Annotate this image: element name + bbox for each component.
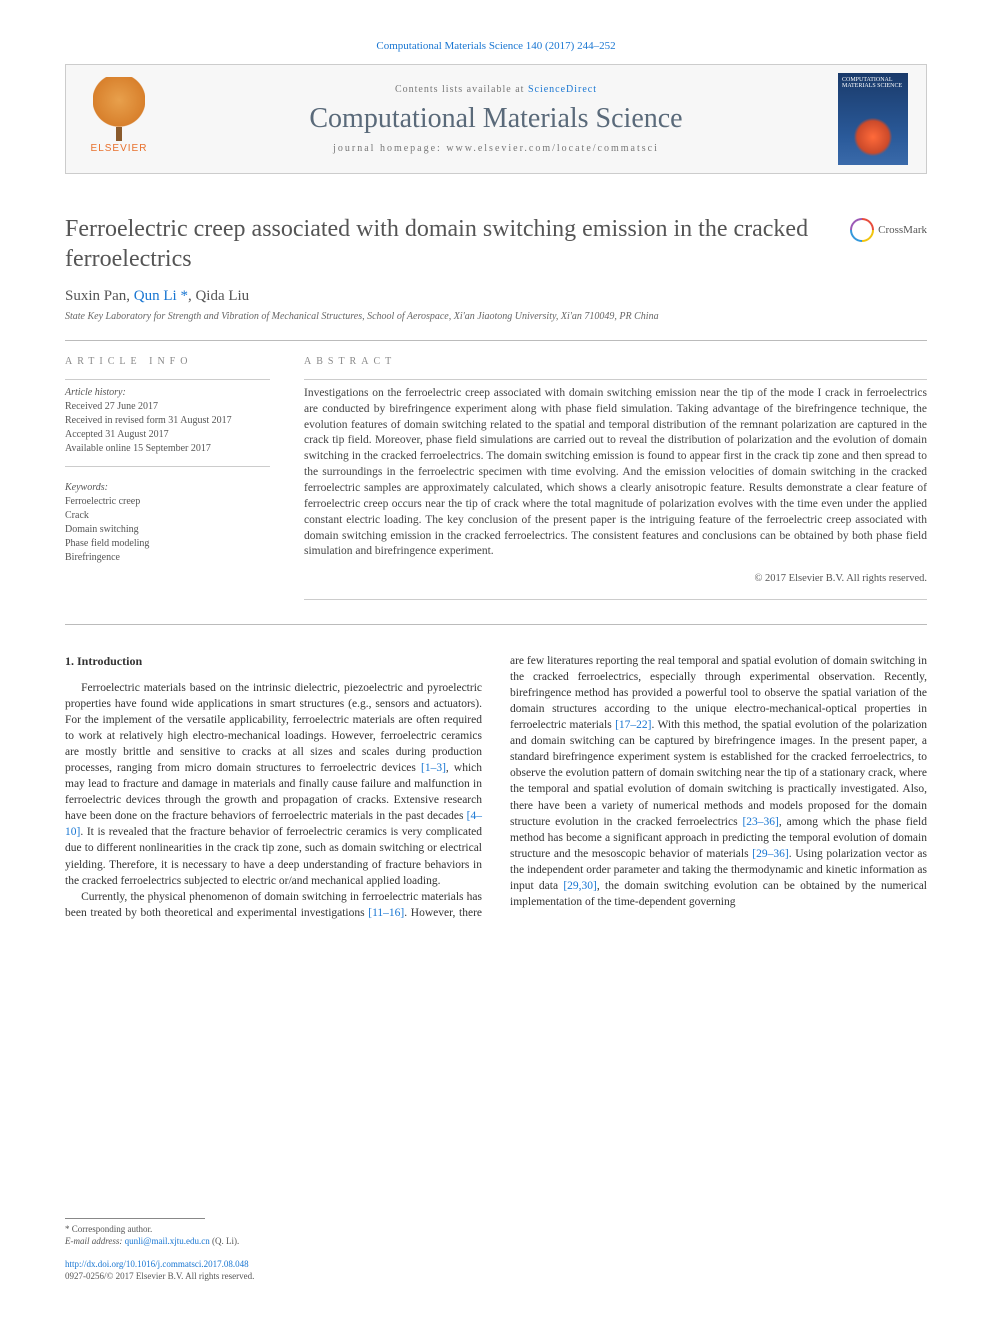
paragraph-1: Ferroelectric materials based on the int… — [65, 680, 482, 889]
email-line: E-mail address: qunli@mail.xjtu.edu.cn (… — [65, 1235, 254, 1248]
affiliation: State Key Laboratory for Strength and Vi… — [65, 311, 927, 322]
keyword: Ferroelectric creep — [65, 495, 270, 509]
running-head: Computational Materials Science 140 (201… — [0, 0, 992, 52]
article-title: Ferroelectric creep associated with doma… — [65, 214, 830, 274]
footer-rule — [65, 1218, 205, 1219]
availability-line: Contents lists available at ScienceDirec… — [154, 84, 838, 95]
abs-rule-2 — [304, 599, 927, 600]
doi-link[interactable]: http://dx.doi.org/10.1016/j.commatsci.20… — [65, 1259, 249, 1269]
keyword: Birefringence — [65, 551, 270, 565]
doi-line: http://dx.doi.org/10.1016/j.commatsci.20… — [65, 1258, 254, 1271]
cover-text: COMPUTATIONAL MATERIALS SCIENCE — [842, 77, 902, 89]
sciencedirect-link[interactable]: ScienceDirect — [528, 84, 597, 95]
ref-link[interactable]: [17–22] — [615, 719, 651, 731]
author-2-link[interactable]: Qun Li — [134, 288, 177, 304]
date-received: Received 27 June 2017 — [65, 400, 270, 414]
info-rule — [65, 379, 270, 380]
abstract-heading: ABSTRACT — [304, 355, 927, 369]
journal-cover-thumb: COMPUTATIONAL MATERIALS SCIENCE — [838, 73, 908, 165]
date-accepted: Accepted 31 August 2017 — [65, 428, 270, 442]
homepage-url: www.elsevier.com/locate/commatsci — [446, 143, 659, 154]
journal-name: Computational Materials Science — [154, 103, 838, 135]
citation-link[interactable]: Computational Materials Science 140 (201… — [376, 40, 615, 52]
keyword: Domain switching — [65, 523, 270, 537]
crossmark-icon — [850, 218, 874, 242]
p1c: . It is revealed that the fracture behav… — [65, 826, 482, 886]
abstract-text: Investigations on the ferroelectric cree… — [304, 386, 927, 560]
article-info-heading: ARTICLE INFO — [65, 355, 270, 369]
corresponding-star[interactable]: * — [177, 288, 188, 304]
journal-center: Contents lists available at ScienceDirec… — [154, 84, 838, 154]
section-heading: 1. Introduction — [65, 653, 482, 670]
crossmark-badge[interactable]: CrossMark — [850, 218, 927, 242]
avail-prefix: Contents lists available at — [395, 84, 528, 95]
p2c: . With this method, the spatial evolutio… — [510, 719, 927, 828]
info-rule-2 — [65, 466, 270, 467]
ref-link[interactable]: [11–16] — [368, 907, 404, 919]
rule-top — [65, 340, 927, 341]
keywords-heading: Keywords: — [65, 481, 270, 495]
abstract-copyright: © 2017 Elsevier B.V. All rights reserved… — [304, 572, 927, 586]
journal-masthead: ELSEVIER Contents lists available at Sci… — [65, 64, 927, 174]
ref-link[interactable]: [23–36] — [742, 816, 778, 828]
author-1: Suxin Pan, — [65, 288, 134, 304]
issn-line: 0927-0256/© 2017 Elsevier B.V. All right… — [65, 1270, 254, 1283]
publisher-logo: ELSEVIER — [84, 77, 154, 162]
ref-link[interactable]: [29,30] — [563, 880, 597, 892]
elsevier-tree-icon — [93, 77, 145, 135]
article-info: ARTICLE INFO Article history: Received 2… — [65, 355, 270, 600]
ref-link[interactable]: [1–3] — [421, 762, 446, 774]
info-abstract-row: ARTICLE INFO Article history: Received 2… — [65, 355, 927, 600]
email-who: (Q. Li). — [210, 1236, 240, 1246]
date-revised: Received in revised form 31 August 2017 — [65, 414, 270, 428]
author-list: Suxin Pan, Qun Li *, Qida Liu — [65, 288, 927, 305]
history-heading: Article history: — [65, 386, 270, 400]
corresponding-note: * Corresponding author. — [65, 1223, 254, 1236]
footer: * Corresponding author. E-mail address: … — [65, 1218, 254, 1283]
author-3: , Qida Liu — [188, 288, 249, 304]
journal-homepage: journal homepage: www.elsevier.com/locat… — [154, 143, 838, 154]
abs-rule — [304, 379, 927, 380]
publisher-name: ELSEVIER — [91, 143, 148, 154]
keyword: Phase field modeling — [65, 537, 270, 551]
email-link[interactable]: qunli@mail.xjtu.edu.cn — [125, 1236, 210, 1246]
ref-link[interactable]: [29–36] — [752, 848, 788, 860]
rule-mid — [65, 624, 927, 625]
body-text: 1. Introduction Ferroelectric materials … — [65, 653, 927, 921]
p1a: Ferroelectric materials based on the int… — [65, 682, 482, 774]
title-row: Ferroelectric creep associated with doma… — [65, 214, 927, 274]
date-online: Available online 15 September 2017 — [65, 442, 270, 456]
keyword: Crack — [65, 509, 270, 523]
email-label: E-mail address: — [65, 1236, 125, 1246]
homepage-prefix: journal homepage: — [333, 143, 446, 154]
crossmark-label: CrossMark — [878, 224, 927, 236]
abstract-column: ABSTRACT Investigations on the ferroelec… — [304, 355, 927, 600]
